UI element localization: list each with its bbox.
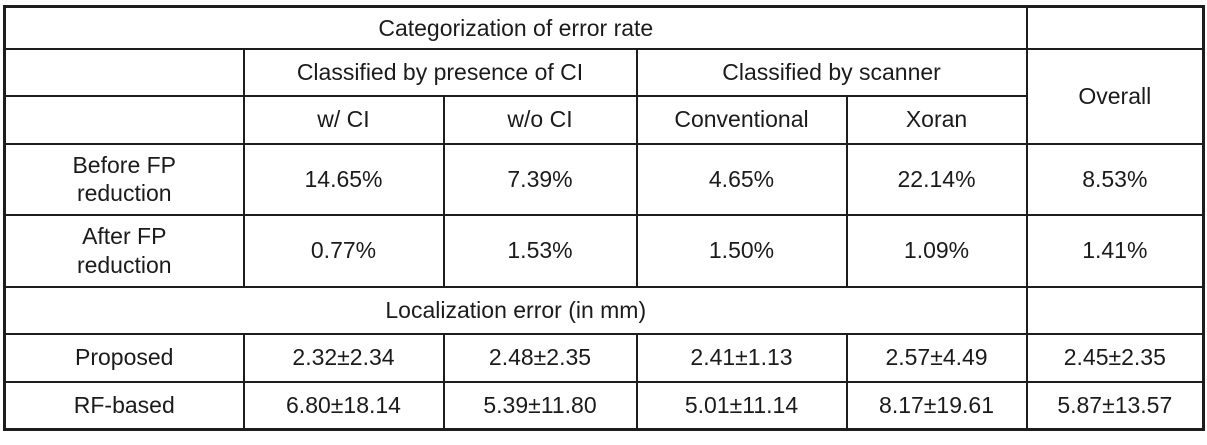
cell-proposed-w-ci: 2.32±2.34: [242, 332, 445, 383]
cell-rf-overall: 5.87±13.57: [1025, 380, 1205, 431]
row-label-proposed: Proposed: [3, 332, 245, 383]
cell-before-fp-wo-ci: 7.39%: [442, 142, 638, 216]
cell-rf-xoran: 8.17±19.61: [845, 380, 1028, 431]
empty-cell-top-right: [1025, 5, 1205, 50]
table-row: Categorization of error rate: [3, 5, 1205, 50]
column-header-xoran: Xoran: [845, 94, 1028, 145]
empty-cell-row2-left: [3, 47, 245, 97]
cell-rf-conventional: 5.01±11.14: [635, 380, 848, 431]
empty-cell-localization-right: [1025, 285, 1205, 335]
cell-after-fp-w-ci: 0.77%: [242, 213, 445, 288]
column-header-conventional: Conventional: [635, 94, 848, 145]
column-header-wo-ci: w/o CI: [442, 94, 638, 145]
results-table: Categorization of error rate Classified …: [3, 5, 1206, 431]
cell-proposed-xoran: 2.57±4.49: [845, 332, 1028, 383]
table-row: Classified by presence of CI Classified …: [3, 47, 1205, 145]
cell-after-fp-overall: 1.41%: [1025, 213, 1205, 288]
cell-rf-w-ci: 6.80±18.14: [242, 380, 445, 431]
cell-rf-wo-ci: 5.39±11.80: [442, 380, 638, 431]
table-row: RF-based 6.80±18.14 5.39±11.80 5.01±11.1…: [3, 380, 1205, 431]
empty-cell-row3-left: [3, 94, 245, 145]
cell-proposed-overall: 2.45±2.35: [1025, 332, 1205, 383]
cell-proposed-conventional: 2.41±1.13: [635, 332, 848, 383]
section-title-error-rate: Categorization of error rate: [3, 5, 1028, 50]
row-label-rf-based: RF-based: [3, 380, 245, 431]
column-header-w-ci: w/ CI: [242, 94, 445, 145]
table-row: Localization error (in mm): [3, 285, 1205, 335]
table-row: w/ CI w/o CI Conventional Xoran: [3, 94, 1204, 145]
group-header-presence-ci: Classified by presence of CI: [242, 47, 638, 97]
group-header-scanner: Classified by scanner: [635, 47, 1028, 97]
cell-before-fp-xoran: 22.14%: [845, 142, 1028, 216]
cell-proposed-wo-ci: 2.48±2.35: [442, 332, 638, 383]
cell-after-fp-conventional: 1.50%: [635, 213, 848, 288]
cell-before-fp-overall: 8.53%: [1025, 142, 1205, 216]
row-label-after-fp: After FP reduction: [3, 213, 245, 288]
section-title-localization: Localization error (in mm): [3, 285, 1028, 335]
cell-before-fp-w-ci: 14.65%: [242, 142, 445, 216]
group-header-overall: Overall: [1025, 47, 1205, 145]
cell-before-fp-conventional: 4.65%: [635, 142, 848, 216]
row-label-before-fp: Before FP reduction: [3, 142, 245, 216]
row-label-text: Before FP reduction: [72, 151, 177, 206]
row-label-text: After FP reduction: [76, 223, 172, 278]
table-row: Before FP reduction 14.65% 7.39% 4.65% 2…: [3, 142, 1205, 216]
table-row: After FP reduction 0.77% 1.53% 1.50% 1.0…: [3, 213, 1205, 288]
cell-after-fp-wo-ci: 1.53%: [442, 213, 638, 288]
cell-after-fp-xoran: 1.09%: [845, 213, 1028, 288]
table-row: Proposed 2.32±2.34 2.48±2.35 2.41±1.13 2…: [3, 332, 1205, 383]
